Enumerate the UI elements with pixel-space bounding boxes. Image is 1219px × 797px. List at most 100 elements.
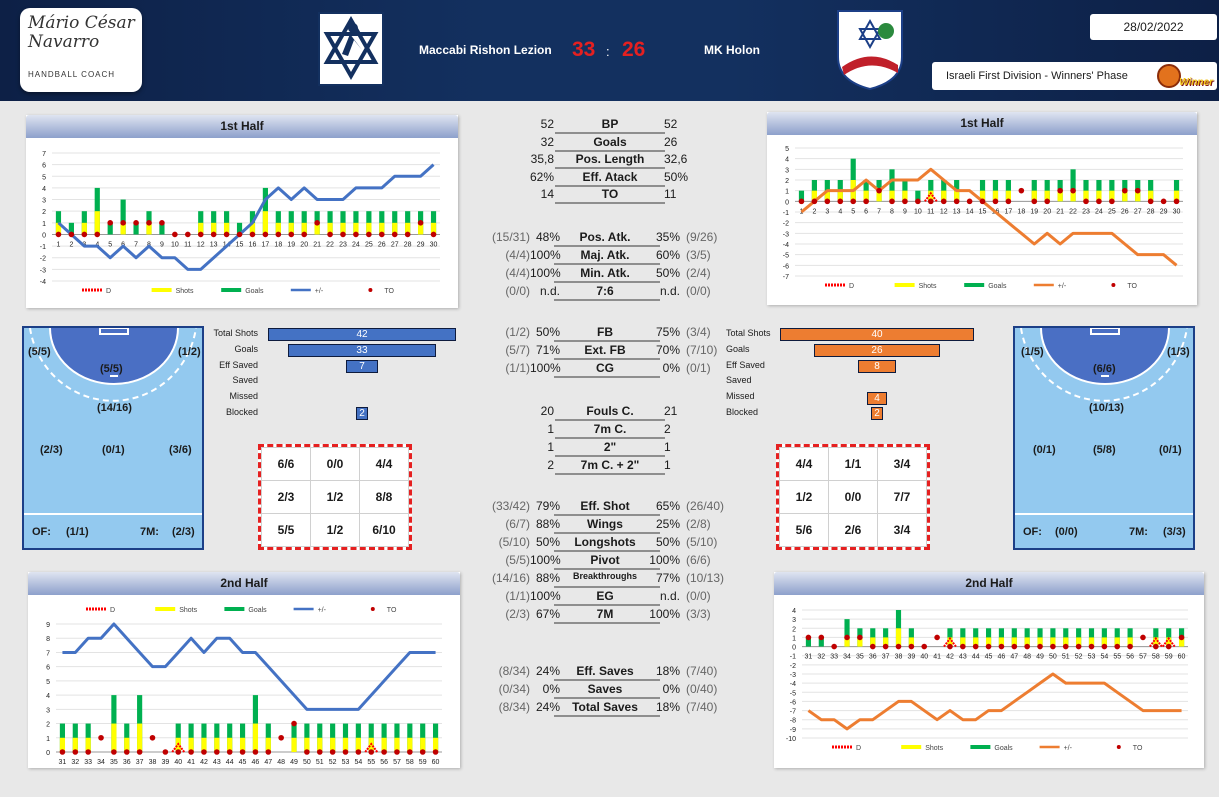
- row-divider: [554, 340, 660, 342]
- to-point: [947, 643, 953, 650]
- stat-bar: 26: [813, 343, 941, 357]
- home-percent: 79%: [535, 499, 560, 513]
- x-tick-label: 17: [1005, 208, 1013, 215]
- bar-label: Missed: [229, 391, 258, 402]
- x-tick-label: 22: [1069, 208, 1077, 215]
- shots-bar: [1088, 637, 1095, 647]
- legend-to-swatch: [370, 607, 375, 611]
- to-point: [262, 231, 269, 238]
- shots-bar: [960, 637, 966, 647]
- x-tick-label: 44: [972, 654, 980, 661]
- to-point: [404, 231, 411, 238]
- to-point: [379, 231, 385, 238]
- away-value: 2: [664, 422, 671, 436]
- shots-bar: [928, 190, 934, 202]
- home-shot-bars: Total Shots Goals Eff Saved Saved Missed Bloc…: [188, 328, 464, 424]
- shots-bar: [876, 190, 882, 202]
- away-goal-grid: 4/4 1/1 3/4 1/2 0/0 7/7 5/6 2/6 3/4: [776, 444, 930, 550]
- to-point: [1062, 643, 1069, 650]
- shots-bar: [844, 637, 850, 647]
- legend-goals-label: Goals: [988, 283, 1007, 290]
- y-tick-label: 2: [785, 178, 789, 185]
- home-value: 2: [547, 458, 554, 472]
- y-tick-label: 4: [785, 157, 789, 164]
- away-percent: 50%: [655, 535, 680, 549]
- x-tick-label: 2: [69, 241, 73, 248]
- y-tick-label: -1: [790, 654, 796, 661]
- away-ratio: (0/0): [686, 284, 711, 298]
- x-tick-label: 7: [877, 208, 881, 215]
- legend-shots-label: Shots: [925, 745, 943, 752]
- y-tick-label: 9: [46, 622, 50, 629]
- bar-label: Saved: [232, 375, 258, 386]
- to-point: [1165, 643, 1172, 650]
- y-tick-label: 7: [46, 650, 50, 657]
- stat-bar: 2: [356, 407, 368, 420]
- goal-zone: 5/5: [261, 513, 311, 547]
- away-percent: 0%: [662, 682, 680, 696]
- home-percent: 88%: [535, 571, 560, 585]
- away-center-9m: (5/8): [1093, 444, 1116, 456]
- to-point: [252, 749, 259, 755]
- x-tick-label: 20: [300, 241, 308, 248]
- to-point: [68, 231, 75, 238]
- x-tick-label: 1: [57, 241, 61, 248]
- x-tick-label: 26: [378, 241, 386, 248]
- x-tick-label: 19: [287, 241, 295, 248]
- away-ratio: (6/6): [686, 553, 711, 567]
- home-team-name: Maccabi Rishon Lezion: [419, 43, 552, 57]
- to-point: [159, 220, 165, 226]
- d-mark: [1161, 636, 1176, 648]
- x-tick-label: 9: [903, 208, 907, 215]
- row-divider: [554, 299, 660, 301]
- x-tick-label: 49: [1036, 654, 1044, 661]
- to-point: [340, 231, 346, 238]
- shots-bar: [1153, 637, 1159, 647]
- bar-label: Blocked: [726, 407, 759, 417]
- x-tick-label: 60: [432, 759, 440, 766]
- x-tick-label: 8: [890, 208, 894, 215]
- away-ratio: (7/40): [686, 700, 718, 714]
- coach-signature: Mário César Navarro: [28, 13, 135, 52]
- score-separator: :: [606, 44, 610, 59]
- shots-bar: [1031, 190, 1037, 202]
- to-point: [291, 720, 297, 727]
- x-tick-label: 55: [367, 759, 375, 766]
- stat-bar: 7: [346, 359, 378, 373]
- home-percent: 100%: [530, 553, 561, 567]
- to-point: [934, 634, 940, 641]
- away-value: 21: [664, 404, 678, 418]
- away-court-lines: [1015, 328, 1193, 515]
- row-divider: [554, 376, 660, 378]
- away-of-label: OF:: [1023, 526, 1042, 538]
- to-point: [226, 749, 233, 755]
- x-tick-label: 2: [812, 208, 816, 215]
- home-1st-half-title: 1st Half: [26, 115, 458, 138]
- away-ratio: (2/4): [686, 266, 711, 280]
- home-ratio: (5/5): [505, 553, 530, 567]
- to-point: [940, 198, 947, 205]
- goals-bar: [1070, 169, 1076, 202]
- x-tick-label: 27: [391, 241, 399, 248]
- x-tick-label: 19: [1030, 208, 1038, 215]
- plus-minus-line: [800, 167, 1178, 267]
- home-ratio: (5/7): [505, 343, 530, 357]
- shots-bar: [59, 737, 66, 752]
- goals-bar: [818, 637, 824, 647]
- away-percent: 18%: [655, 700, 680, 714]
- home-left-wing: (5/5): [28, 346, 51, 358]
- away-percent: n.d.: [659, 284, 680, 298]
- shots-bar: [1096, 190, 1102, 202]
- goals-bar: [405, 211, 411, 235]
- to-point: [417, 220, 424, 226]
- shots-bar: [998, 637, 1005, 647]
- to-point: [59, 749, 66, 755]
- y-tick-label: -1: [40, 244, 46, 251]
- to-point: [1096, 198, 1102, 205]
- home-7m-label: 7M:: [140, 526, 159, 538]
- shots-bar: [342, 737, 349, 752]
- to-point: [902, 198, 908, 205]
- shots-bar: [85, 737, 91, 752]
- goals-bar: [870, 628, 876, 647]
- shots-bar: [301, 222, 307, 235]
